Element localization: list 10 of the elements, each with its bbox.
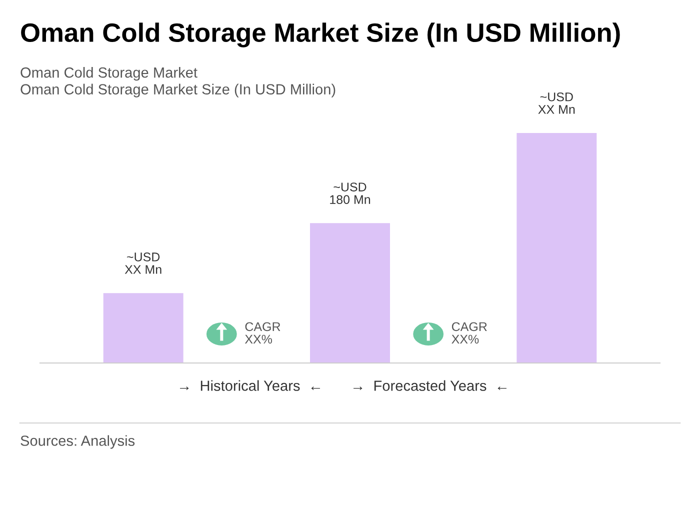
source-note: Sources: Analysis <box>20 435 135 449</box>
text: → Forecasted Years ← <box>354 380 506 391</box>
data-label: ~USD 180 Mn <box>330 182 370 204</box>
annotation: CAGR XX% <box>452 322 487 344</box>
data-label: ~USD XX Mn <box>538 92 575 114</box>
chart-title: Oman Cold Storage Market Size (In USD Million) <box>21 22 620 48</box>
text: → Historical Years ← <box>180 380 320 391</box>
data-label: ~USD XX Mn <box>124 252 162 274</box>
chart-subtitle: Oman Cold Storage Market Oman Cold Storage Market Size (In USD Million) <box>20 67 336 98</box>
annotation: CAGR XX% <box>244 322 280 344</box>
